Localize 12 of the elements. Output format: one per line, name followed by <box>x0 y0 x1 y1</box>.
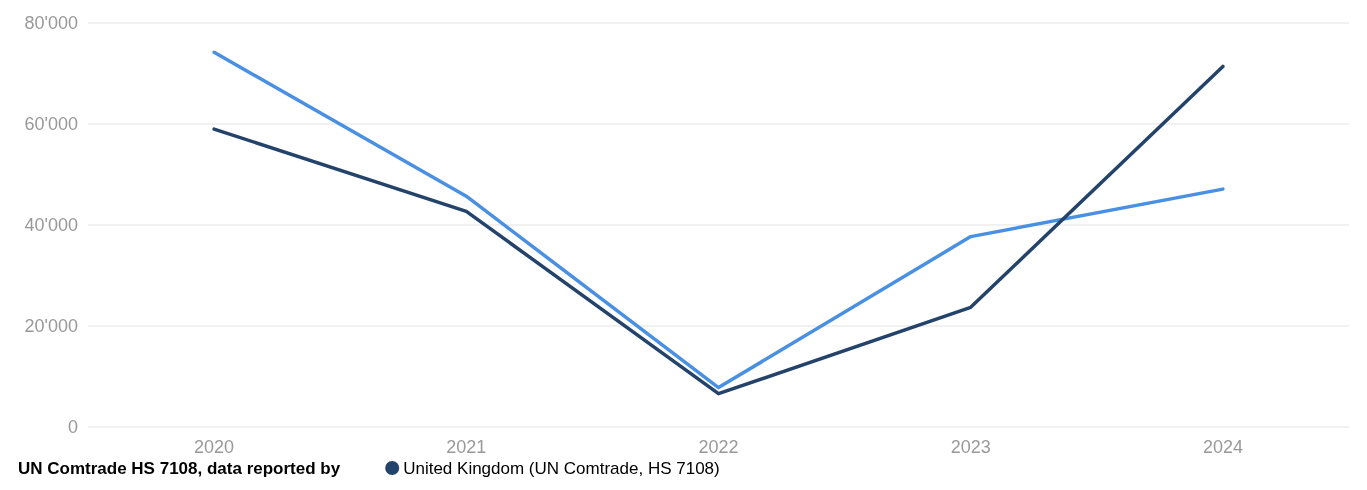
y-tick-label: 60'000 <box>24 114 78 135</box>
legend-label: United Kingdom (UN Comtrade, HS 7108) <box>403 459 720 478</box>
legend-title: UN Comtrade HS 7108, data reported by <box>18 459 341 478</box>
y-tick-label: 40'000 <box>24 215 78 236</box>
x-tick-label: 2022 <box>698 437 739 457</box>
y-tick-label: 80'000 <box>24 13 78 34</box>
x-tick-label: 2020 <box>194 437 235 457</box>
y-tick-label: 20'000 <box>24 316 78 337</box>
x-tick-label: 2023 <box>950 437 991 457</box>
x-tick-label: 2024 <box>1202 437 1243 457</box>
x-tick-label: 2021 <box>446 437 487 457</box>
y-tick-label: 0 <box>67 417 78 438</box>
